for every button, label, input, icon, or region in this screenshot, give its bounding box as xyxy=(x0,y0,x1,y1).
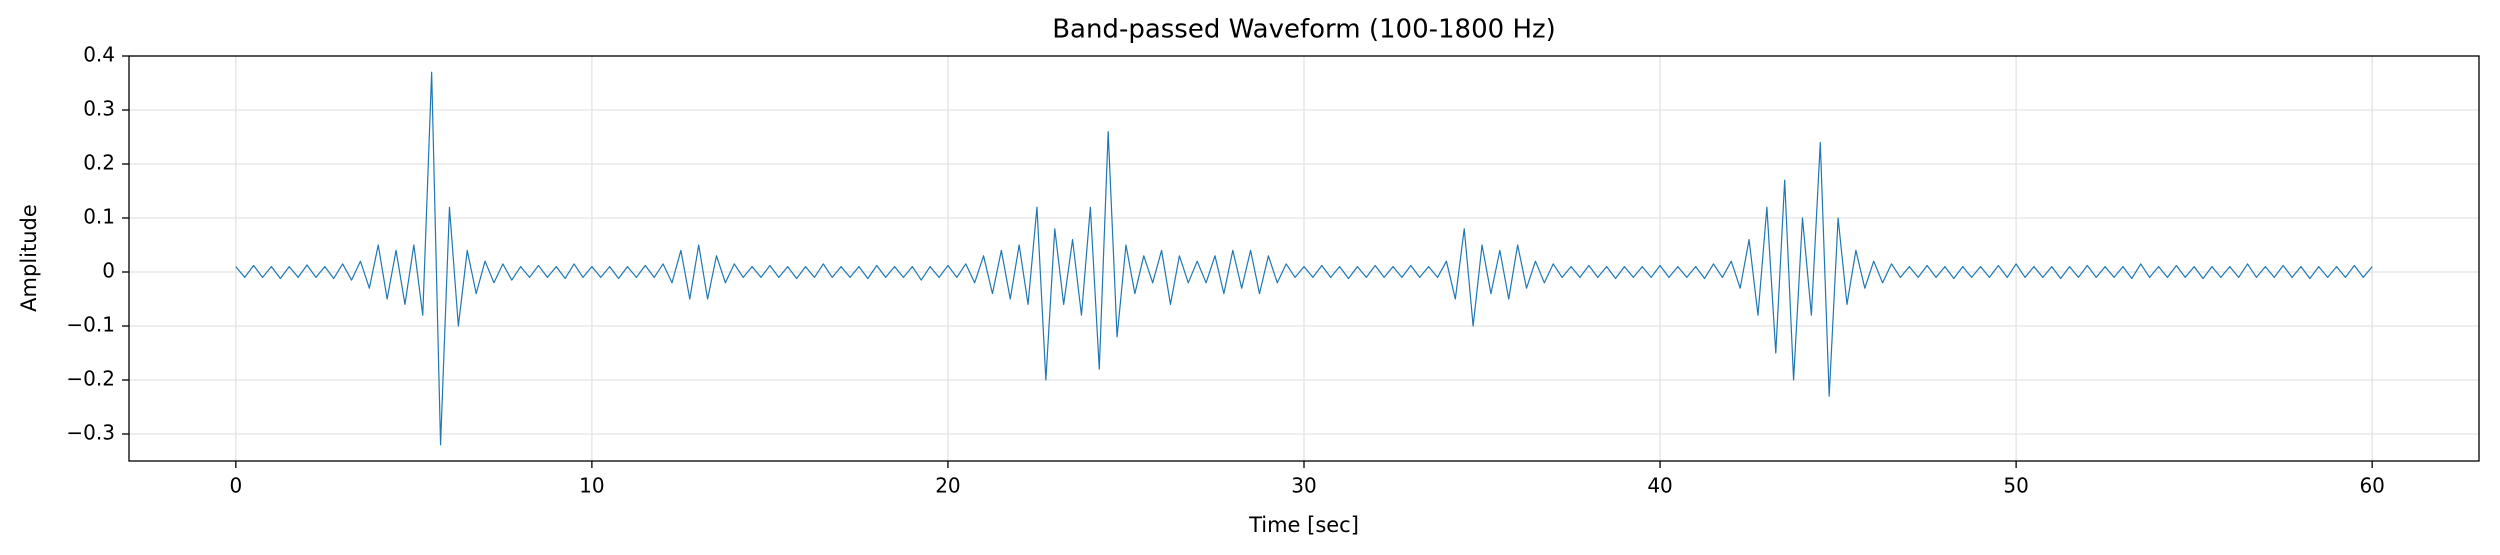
y-axis-label: Amplitude xyxy=(17,204,41,312)
y-tick-label: 0 xyxy=(102,259,115,283)
x-tick-label: 20 xyxy=(935,474,960,498)
y-tick-label: −0.3 xyxy=(66,421,115,445)
plot-frame xyxy=(128,55,2480,462)
x-axis-label: Time [sec] xyxy=(1248,513,1359,537)
x-tick-label: 60 xyxy=(2359,474,2384,498)
y-tick-label: 0.2 xyxy=(83,151,115,175)
chart-title: Band-passed Waveform (100-1800 Hz) xyxy=(1052,15,1556,45)
x-tick-label: 30 xyxy=(1291,474,1316,498)
x-tick-label: 50 xyxy=(2003,474,2028,498)
waveform-line xyxy=(235,71,2373,446)
x-tick-label: 0 xyxy=(229,474,242,498)
y-tick-label: 0.4 xyxy=(83,43,115,67)
x-tick-label: 40 xyxy=(1647,474,1672,498)
y-tick-label: −0.2 xyxy=(66,367,115,391)
y-tick-label: −0.1 xyxy=(66,313,115,337)
y-tick-label: 0.3 xyxy=(83,97,115,121)
y-tick-label: 0.1 xyxy=(83,205,115,229)
x-tick-label: 10 xyxy=(579,474,604,498)
